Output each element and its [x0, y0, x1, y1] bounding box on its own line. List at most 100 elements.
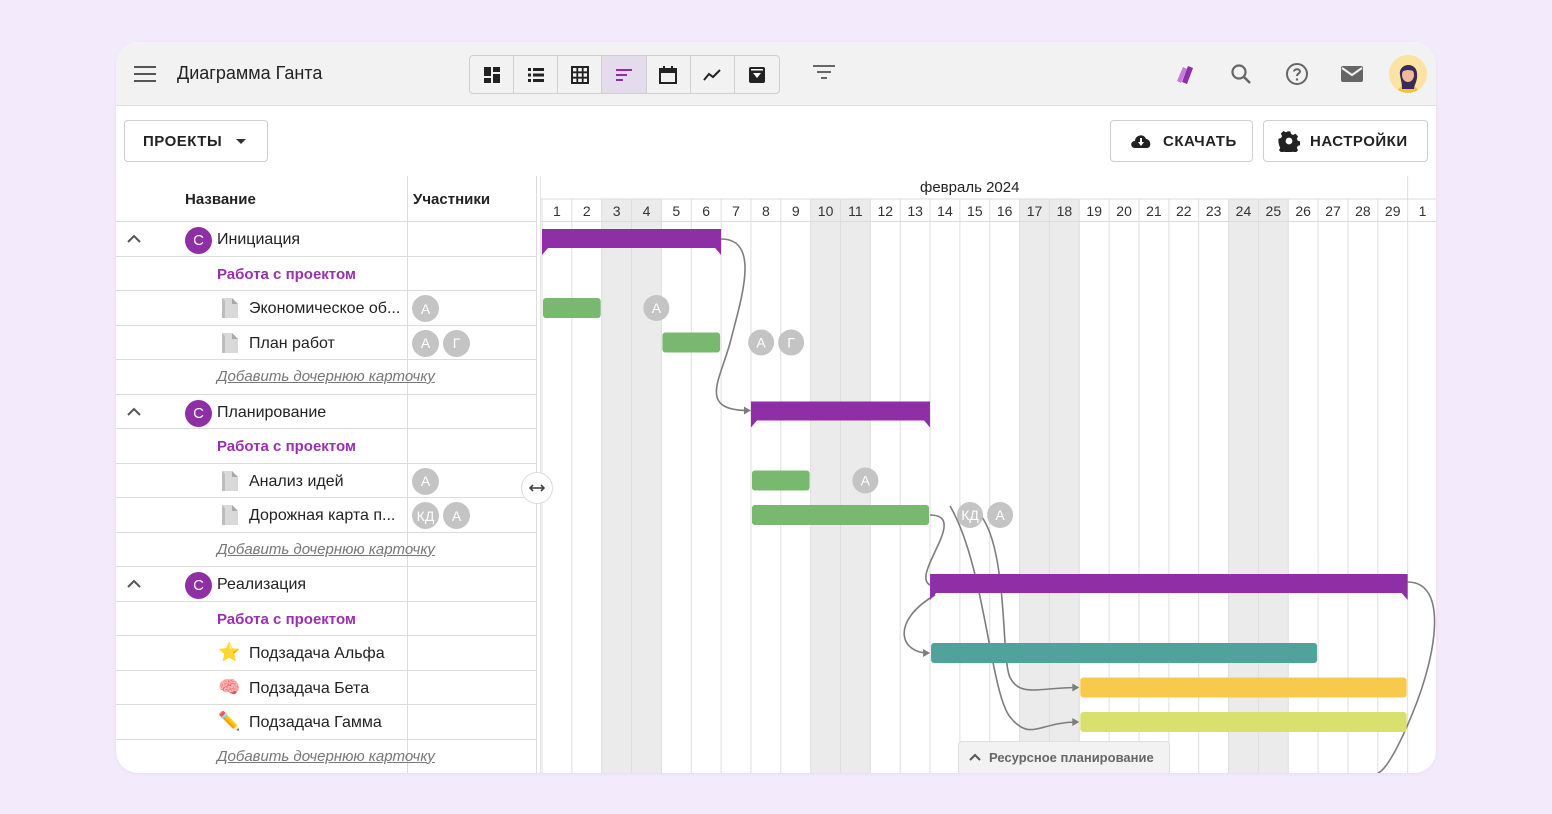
- weekend-column: [1019, 199, 1050, 773]
- group-bar-tip: [750, 420, 757, 428]
- add-child-card-link[interactable]: Добавить дочернюю карточку: [217, 747, 435, 765]
- group-name[interactable]: Планирование: [217, 403, 327, 421]
- chevron-up-icon[interactable]: [126, 405, 142, 417]
- task-row[interactable]: 🧠 Подзадача Бета: [116, 671, 537, 705]
- task-row[interactable]: ⭐ Подзадача Альфа: [116, 636, 537, 671]
- add-card-row: Добавить дочернюю карточку: [116, 360, 537, 395]
- group-avatar: С: [185, 572, 212, 599]
- group-row[interactable]: С Реализация: [116, 567, 537, 602]
- task-row[interactable]: ✏️ Подзадача Гамма: [116, 705, 537, 740]
- group-name[interactable]: Реализация: [217, 576, 307, 593]
- projects-dropdown[interactable]: ПРОЕКТЫ: [124, 120, 268, 162]
- document-icon: [222, 470, 238, 491]
- list-icon: [527, 67, 544, 82]
- view-gantt-button[interactable]: [602, 56, 647, 93]
- chevron-up-icon[interactable]: [126, 577, 142, 589]
- add-child-card-link[interactable]: Добавить дочернюю карточку: [217, 540, 435, 558]
- help-icon[interactable]: [1283, 60, 1311, 88]
- view-list-button[interactable]: [514, 56, 559, 93]
- task-row[interactable]: Анализ идей А: [116, 464, 537, 498]
- member-badge[interactable]: А: [412, 467, 439, 495]
- task-row[interactable]: Экономическое об... А: [116, 291, 537, 326]
- task-row[interactable]: План работ А Г: [116, 326, 537, 360]
- project-link-row: Работа с проектом: [116, 429, 537, 464]
- project-link[interactable]: Работа с проектом: [217, 610, 357, 628]
- page-title: Диаграмма Ганта: [177, 63, 323, 83]
- task-row[interactable]: Дорожная карта п... КД А: [116, 498, 537, 533]
- task-name[interactable]: План работ: [249, 334, 335, 352]
- view-dashboard-button[interactable]: [470, 56, 515, 93]
- caret-down-icon: [236, 138, 247, 144]
- group-row[interactable]: С Инициация: [116, 222, 537, 257]
- group-row[interactable]: С Планирование: [116, 395, 537, 429]
- project-link[interactable]: Работа с проектом: [217, 265, 357, 283]
- menu-icon[interactable]: [134, 66, 156, 82]
- task-name[interactable]: Подзадача Альфа: [249, 645, 385, 662]
- member-badge[interactable]: А: [412, 295, 439, 322]
- member-badge[interactable]: А: [412, 329, 439, 357]
- members: КД А: [412, 502, 470, 529]
- brain-icon: 🧠: [218, 676, 241, 697]
- month-label: февраль 2024: [920, 179, 1020, 196]
- day-label: 3: [613, 203, 621, 219]
- mail-icon[interactable]: [1338, 60, 1366, 88]
- dependency-line: [903, 594, 936, 654]
- search-icon[interactable]: [1227, 60, 1255, 88]
- view-table-button[interactable]: [558, 56, 603, 93]
- view-calendar-button[interactable]: [647, 56, 691, 93]
- day-label: 20: [1116, 203, 1132, 219]
- task-name[interactable]: Подзадача Гамма: [249, 714, 382, 731]
- task-name[interactable]: Анализ идей: [249, 472, 344, 490]
- project-link-row: Работа с проектом: [116, 257, 537, 291]
- member-badge: [778, 329, 805, 356]
- gantt-chart: 1 2 3 4 5 6 7 8 9 10 11 12 13 14 15 16 17 18 19 20 21 22 23 24 2…: [540, 176, 1436, 773]
- day-label: 24: [1236, 203, 1252, 219]
- chevron-up-icon[interactable]: [126, 232, 142, 244]
- member-badge: [852, 467, 879, 494]
- day-label: 14: [937, 203, 953, 219]
- dependency-line: [969, 505, 1078, 691]
- member-badge-label: КД: [961, 507, 979, 523]
- table-icon: [570, 65, 589, 84]
- document-icon: [222, 298, 238, 318]
- view-chart-button[interactable]: [691, 56, 735, 93]
- day-label: 4: [643, 203, 651, 219]
- member-badge-label: А: [756, 335, 766, 351]
- column-header-members: Участники: [413, 190, 491, 208]
- header-divider: [116, 221, 537, 222]
- brand-logo-icon[interactable]: [1172, 60, 1200, 88]
- group-bar: [750, 401, 931, 421]
- weekend-column: [1258, 199, 1289, 773]
- member-badge[interactable]: КД: [412, 502, 439, 529]
- member-badge[interactable]: Г: [443, 329, 470, 357]
- resize-handle[interactable]: [521, 472, 553, 504]
- member-badge-label: А: [861, 473, 871, 489]
- group-name[interactable]: Инициация: [217, 231, 301, 248]
- dependency-arrow: [743, 406, 751, 415]
- task-bar: [1080, 677, 1407, 698]
- day-label: 8: [762, 203, 770, 219]
- member-badge: [748, 329, 775, 356]
- members: А: [412, 295, 439, 322]
- avatar[interactable]: [1389, 55, 1427, 93]
- add-child-card-link[interactable]: Добавить дочернюю карточку: [217, 368, 435, 385]
- dashboard-icon: [483, 66, 500, 83]
- settings-button[interactable]: НАСТРОЙКИ: [1263, 120, 1428, 162]
- project-link[interactable]: Работа с проектом: [217, 438, 357, 455]
- member-badge: [643, 295, 670, 321]
- weekend-column: [1049, 199, 1080, 773]
- filter-icon[interactable]: [813, 64, 835, 85]
- member-badge[interactable]: А: [443, 502, 470, 529]
- task-name[interactable]: Дорожная карта п...: [249, 507, 396, 524]
- day-label: 2: [583, 203, 591, 219]
- view-archive-button[interactable]: [735, 56, 779, 93]
- task-name[interactable]: Подзадача Бета: [249, 679, 370, 697]
- day-label: 1: [1419, 203, 1427, 219]
- download-button[interactable]: СКАЧАТЬ: [1110, 120, 1253, 162]
- task-name[interactable]: Экономическое об...: [249, 300, 401, 317]
- day-label: 17: [1027, 203, 1043, 219]
- resource-planning-tab[interactable]: Ресурсное планирование: [958, 741, 1170, 773]
- settings-label: НАСТРОЙКИ: [1310, 132, 1408, 150]
- dependency-arrow: [1072, 683, 1080, 692]
- group-bar-tip: [715, 248, 722, 255]
